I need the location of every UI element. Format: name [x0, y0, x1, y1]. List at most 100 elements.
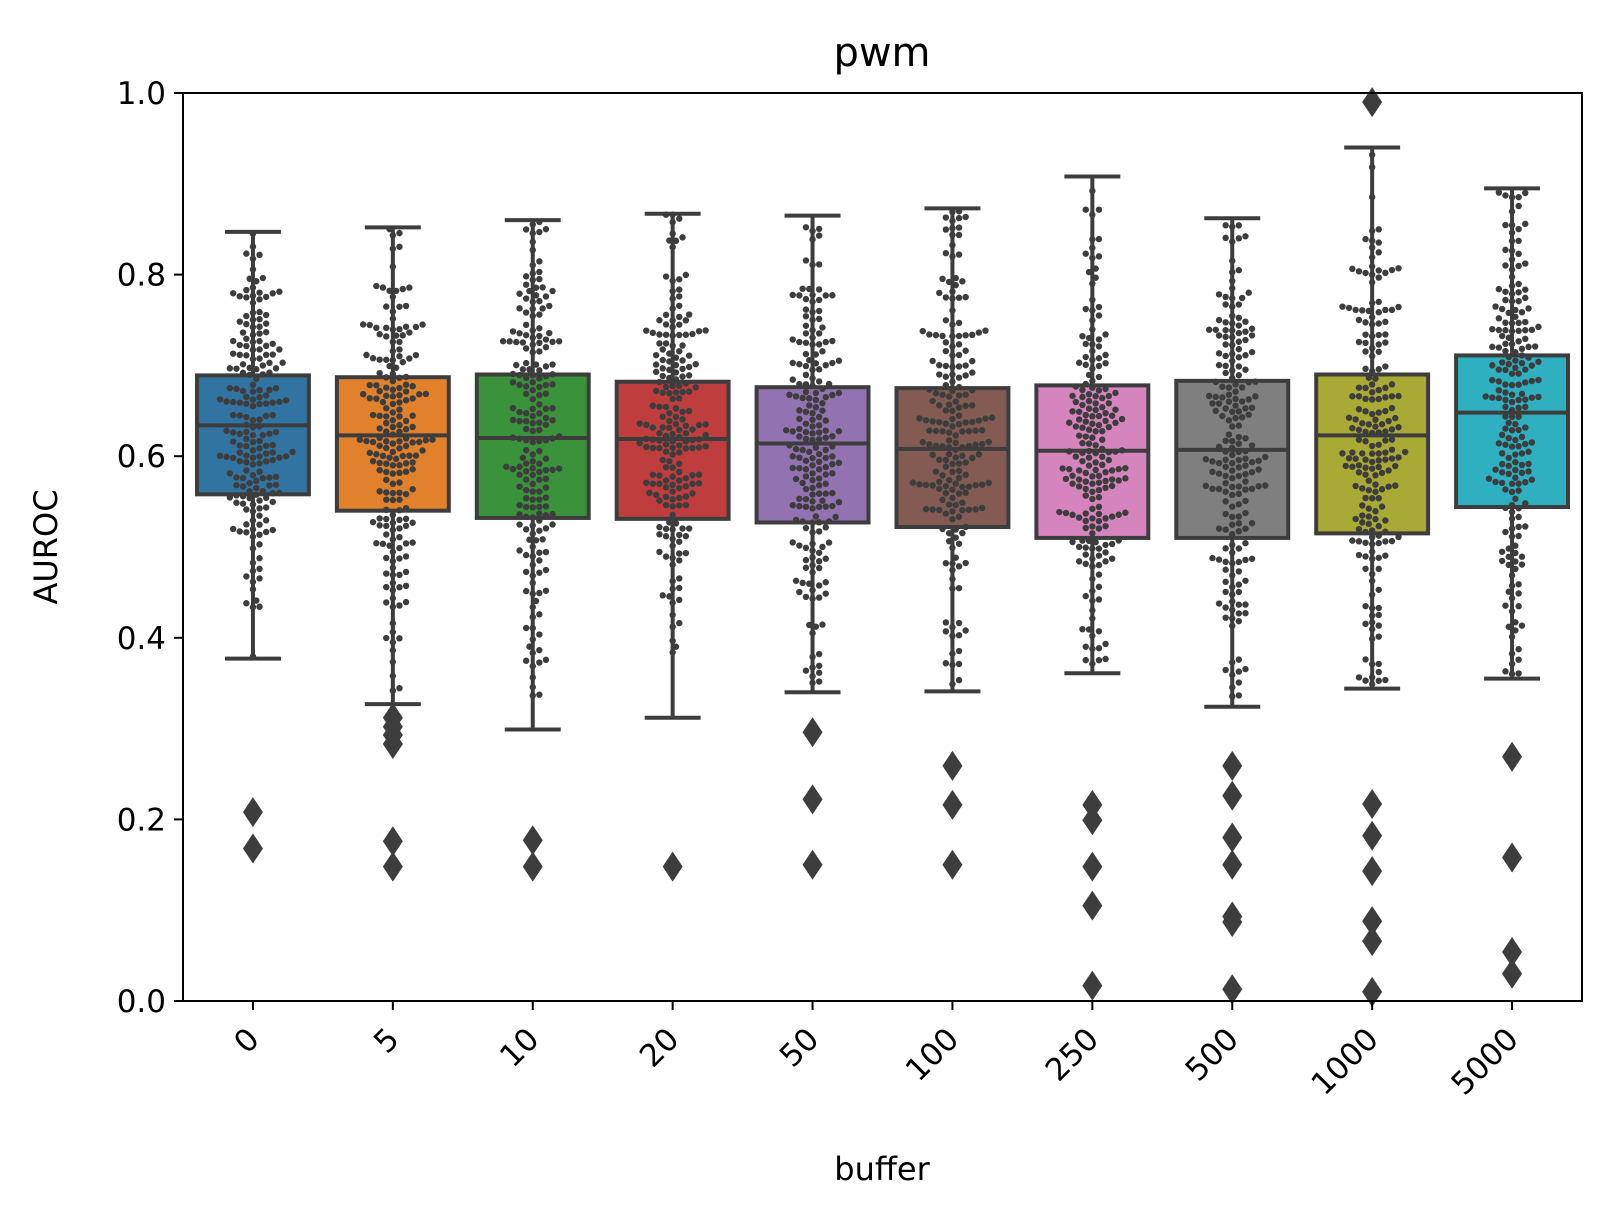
- swarm-point: [509, 379, 517, 386]
- swarm-point: [1355, 469, 1363, 476]
- swarm-point: [522, 468, 530, 475]
- swarm-point: [792, 577, 800, 584]
- swarm-point: [1495, 189, 1503, 196]
- swarm-point: [522, 486, 530, 494]
- swarm-point: [1209, 400, 1216, 407]
- swarm-point: [1525, 448, 1532, 455]
- swarm-point: [236, 341, 243, 349]
- swarm-point: [1375, 348, 1382, 355]
- swarm-point: [676, 494, 683, 502]
- swarm-point: [243, 459, 250, 466]
- swarm-point: [1215, 350, 1223, 357]
- swarm-point: [243, 320, 250, 328]
- swarm-point: [1242, 233, 1249, 240]
- swarm-point: [829, 337, 836, 345]
- swarm-point: [1248, 442, 1256, 449]
- swarm-point: [656, 403, 663, 410]
- swarm-point: [682, 380, 690, 387]
- swarm-point: [389, 326, 397, 333]
- swarm-point: [676, 442, 683, 449]
- swarm-point: [962, 332, 969, 339]
- swarm-point: [262, 412, 270, 420]
- swarm-point: [1235, 692, 1243, 699]
- swarm-point: [1229, 671, 1236, 679]
- swarm-point: [1229, 541, 1236, 549]
- swarm-point: [249, 471, 257, 479]
- swarm-point: [529, 471, 536, 479]
- swarm-point: [1375, 331, 1382, 339]
- swarm-point: [226, 365, 234, 372]
- swarm-point: [236, 442, 243, 449]
- swarm-point: [1359, 450, 1366, 457]
- swarm-point: [952, 446, 959, 453]
- swarm-point: [1359, 519, 1366, 526]
- swarm-point: [955, 294, 963, 301]
- swarm-point: [799, 285, 806, 292]
- swarm-point: [276, 346, 283, 353]
- x-axis-label: buffer: [834, 1150, 930, 1188]
- swarm-point: [659, 413, 666, 420]
- swarm-point: [936, 456, 943, 464]
- swarm-point: [1368, 254, 1376, 261]
- swarm-point: [272, 385, 280, 392]
- swarm-point: [243, 435, 250, 443]
- swarm-point: [249, 338, 257, 346]
- swarm-point: [1222, 326, 1229, 334]
- swarm-point: [952, 454, 959, 461]
- swarm-point: [396, 243, 403, 250]
- swarm-point: [1355, 525, 1363, 533]
- swarm-point: [802, 295, 810, 303]
- swarm-point: [402, 490, 410, 498]
- swarm-point: [1089, 377, 1096, 385]
- swarm-point: [1229, 350, 1236, 358]
- swarm-point: [536, 460, 543, 467]
- swarm-point: [409, 412, 416, 419]
- swarm-point: [1368, 533, 1376, 541]
- swarm-point: [406, 284, 413, 291]
- swarm-point: [949, 241, 956, 249]
- swarm-point: [1089, 575, 1096, 583]
- swarm-point: [1062, 509, 1070, 517]
- swarm-point: [1395, 265, 1402, 272]
- swarm-point: [1382, 339, 1389, 346]
- swarm-point: [529, 276, 536, 284]
- swarm-point: [962, 627, 969, 634]
- swarm-point: [682, 271, 690, 279]
- swarm-point: [399, 285, 406, 293]
- swarm-point: [949, 208, 956, 216]
- swarm-point: [985, 438, 992, 446]
- swarm-point: [1365, 487, 1373, 494]
- swarm-point: [949, 460, 956, 468]
- swarm-point: [1202, 482, 1210, 490]
- swarm-point: [1345, 414, 1353, 421]
- swarm-point: [809, 679, 816, 687]
- swarm-point: [949, 333, 956, 340]
- swarm-point: [955, 224, 963, 231]
- swarm-point: [949, 321, 956, 328]
- swarm-point: [1502, 441, 1509, 448]
- swarm-point: [702, 443, 709, 450]
- swarm-point: [936, 371, 943, 378]
- outlier-point: [1222, 750, 1243, 781]
- swarm-point: [1235, 472, 1243, 480]
- swarm-point: [509, 370, 517, 378]
- swarm-point: [945, 529, 953, 537]
- swarm-point: [249, 388, 257, 395]
- swarm-point: [669, 323, 676, 331]
- swarm-point: [822, 590, 829, 597]
- swarm-point: [529, 488, 536, 495]
- swarm-point: [1355, 538, 1363, 545]
- swarm-point: [1095, 494, 1103, 501]
- swarm-point: [1515, 319, 1522, 327]
- swarm-point: [1222, 488, 1229, 495]
- swarm-point: [682, 430, 690, 437]
- swarm-point: [236, 412, 243, 419]
- swarm-point: [692, 361, 699, 368]
- swarm-point: [536, 646, 543, 654]
- swarm-point: [376, 442, 383, 449]
- swarm-point: [809, 375, 816, 382]
- swarm-point: [1382, 384, 1389, 392]
- swarm-point: [1215, 600, 1223, 607]
- swarm-point: [822, 338, 829, 346]
- swarm-point: [542, 293, 550, 300]
